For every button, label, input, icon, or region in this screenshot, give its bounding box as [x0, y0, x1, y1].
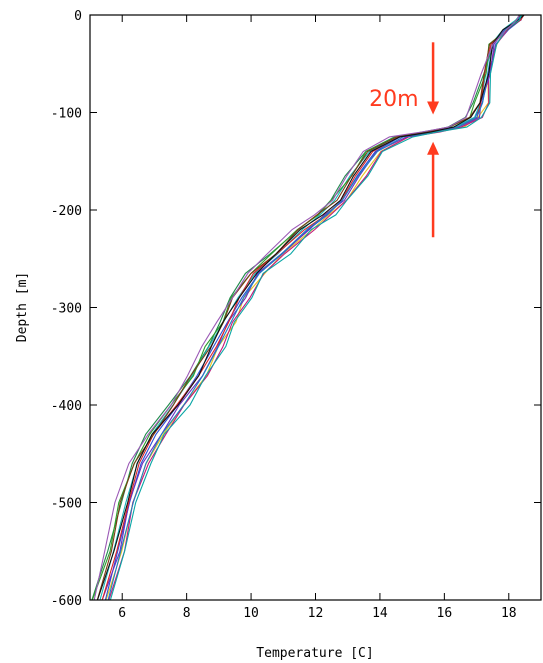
ticks-layer: 6 8 10 12 14 16 18 0 -100 -200 -300 -400 -500 -600 — [51, 9, 541, 621]
y-tick-label: 0 — [74, 9, 82, 24]
series-line-10 — [107, 14, 522, 601]
series-line-4 — [108, 14, 525, 601]
x-tick-label: 16 — [437, 606, 453, 621]
y-tick-label: -600 — [51, 594, 82, 609]
y-tick-label: -100 — [51, 107, 82, 122]
annotation-20m-label: 20m — [369, 87, 418, 112]
y-tick-label: -300 — [51, 302, 82, 317]
y-axis-label: Depth [m] — [15, 272, 30, 342]
x-tick-label: 8 — [183, 606, 191, 621]
series-line-11 — [96, 14, 525, 601]
series-line-1 — [105, 14, 522, 601]
y-tick-label: -500 — [51, 497, 82, 512]
x-tick-label: 14 — [372, 606, 388, 621]
y-tick-label: -200 — [51, 204, 82, 219]
series-line-9 — [96, 14, 521, 601]
series-line-5 — [101, 14, 522, 601]
annotation-layer: 20m — [369, 42, 440, 238]
y-tick-label: -400 — [51, 399, 82, 414]
arrow-up-head — [427, 141, 440, 155]
x-tick-label: 12 — [308, 606, 324, 621]
x-tick-label: 18 — [501, 606, 517, 621]
series-line-8 — [91, 14, 524, 601]
arrow-down-head — [427, 101, 440, 115]
series-layer — [91, 14, 525, 601]
series-line-6 — [99, 14, 521, 601]
x-tick-label: 6 — [118, 606, 126, 621]
series-line-12 — [109, 14, 522, 601]
series-line-2 — [91, 14, 520, 601]
x-tick-label: 10 — [243, 606, 259, 621]
x-axis-label: Temperature [C] — [256, 646, 373, 661]
series-line-3 — [104, 14, 524, 601]
series-line-13 — [93, 14, 520, 601]
series-line-7 — [101, 14, 525, 601]
